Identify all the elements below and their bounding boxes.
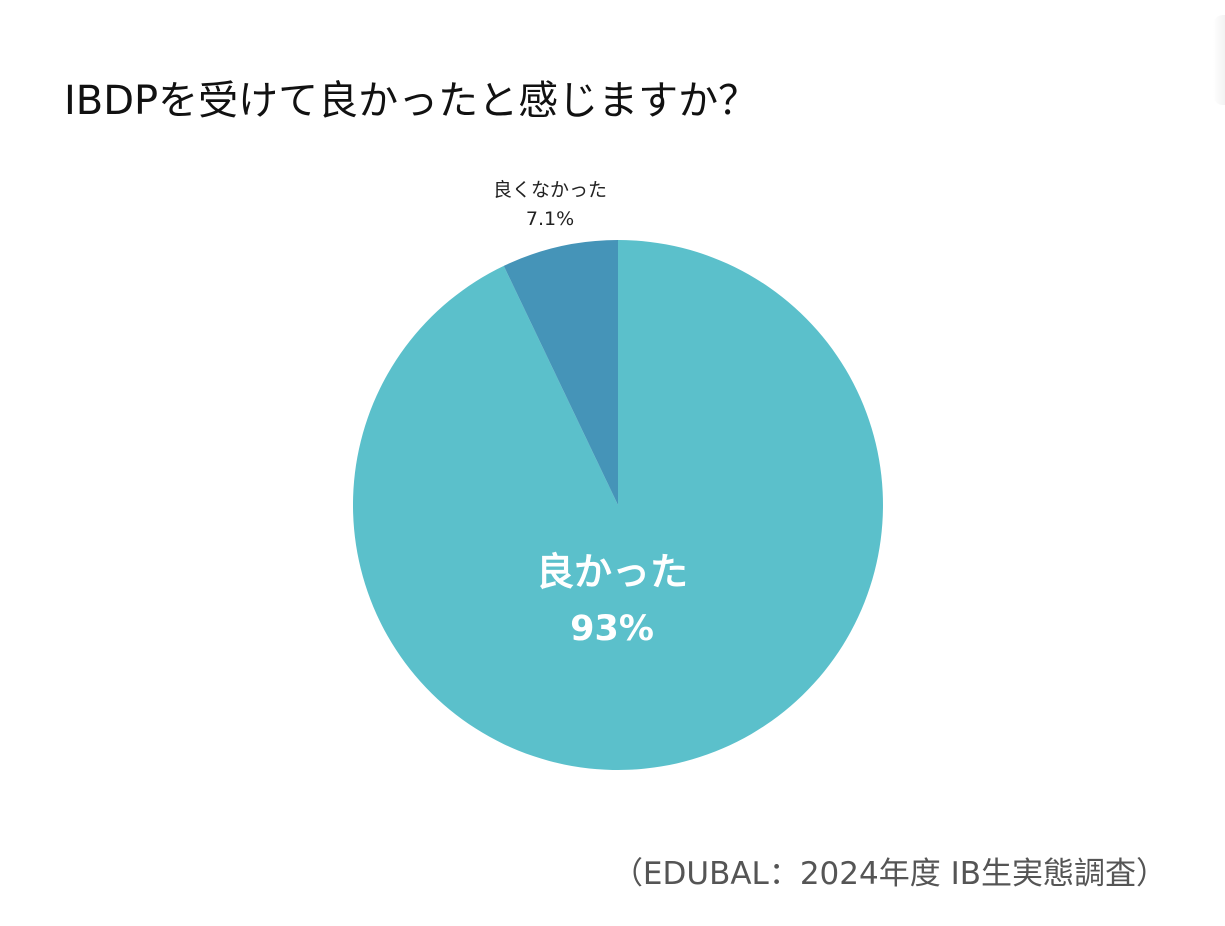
pie-slice-good: [352, 240, 883, 770]
window-edge-shadow: [1213, 15, 1225, 105]
slice-label-not-good: 良くなかった: [493, 179, 607, 201]
pie-slice-not-good: [503, 240, 618, 505]
slice-value-not-good: 7.1%: [526, 208, 574, 230]
slice-label-good: 良かった: [536, 550, 688, 594]
slice-value-good: 93%: [570, 609, 654, 649]
chart-title: IBDPを受けて良かったと感じますか？: [64, 78, 759, 124]
source-note: （EDUBAL：2024年度 IB生実態調査）: [611, 856, 1167, 892]
